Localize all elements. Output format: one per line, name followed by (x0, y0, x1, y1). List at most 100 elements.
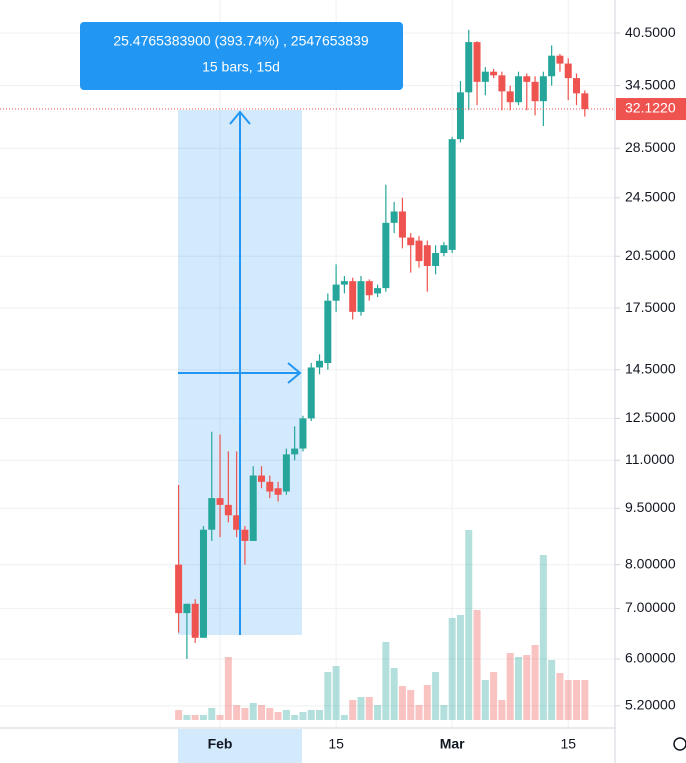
volume-bar (531, 645, 539, 720)
candle-body (473, 42, 481, 82)
candle-body (316, 360, 324, 368)
y-tick-label: 17.5000 (625, 299, 676, 315)
volume-bar (249, 703, 257, 720)
y-tick-label: 9.50000 (625, 499, 676, 515)
candle-body (498, 75, 506, 92)
y-tick-label: 8.00000 (625, 555, 676, 571)
volume-bar (224, 657, 232, 720)
candle-body (191, 603, 199, 638)
volume-bar (199, 715, 207, 720)
volume-bar (415, 705, 423, 720)
candle-body (465, 42, 473, 93)
volume-bar (349, 700, 357, 720)
x-tick-label: 15 (328, 736, 344, 752)
candle-body (274, 488, 282, 495)
volume-bar (398, 686, 406, 720)
candle-body (199, 529, 207, 638)
y-tick-label: 6.00000 (625, 650, 676, 666)
last-price-label: 32.1220 (625, 100, 676, 116)
volume-bar (208, 708, 216, 720)
volume-bar (440, 705, 448, 720)
candle-body (183, 603, 191, 614)
candle-body (432, 253, 440, 266)
arrow-head (287, 362, 302, 384)
volume-bar (573, 680, 581, 720)
candle-body (332, 284, 340, 301)
candle-body (506, 91, 514, 103)
volume-bar (291, 715, 299, 720)
candle-body (382, 222, 390, 289)
volume-bar (274, 712, 282, 720)
candle-body (573, 78, 581, 94)
volume-bar (175, 710, 183, 720)
last-price-box (616, 98, 686, 121)
x-tick-label: Feb (208, 736, 233, 752)
volume-bar (514, 657, 522, 720)
volume-bar (332, 666, 340, 720)
measure-text: 15 bars, 15d (202, 59, 280, 75)
candle-body (448, 139, 456, 250)
volume-bar (191, 715, 199, 720)
volume-bar (407, 690, 415, 720)
candle-body (282, 454, 290, 492)
volume-bar (490, 672, 498, 720)
candle-body (224, 504, 232, 516)
volume-bar (448, 618, 456, 720)
candle-body (349, 281, 357, 312)
volume-bar (216, 715, 224, 720)
y-tick-label: 24.5000 (625, 189, 676, 205)
candle-body (208, 498, 216, 530)
candle-body (398, 211, 406, 238)
measure-tooltip (80, 22, 403, 90)
volume-bar (581, 680, 589, 720)
candle-body (216, 498, 224, 505)
y-tick-label: 20.5000 (625, 247, 676, 263)
volume-bar (316, 710, 324, 720)
volume-bar (382, 642, 390, 720)
candle-body (407, 237, 415, 246)
candle-body (423, 245, 431, 266)
volume-bar (481, 680, 489, 720)
candle-body (390, 211, 398, 223)
candle-body (548, 55, 556, 77)
volume-bar (324, 672, 332, 720)
volume-bar (465, 530, 473, 720)
candle-body (523, 76, 531, 82)
candle-body (415, 240, 423, 262)
measure-text: 25.4765383900 (393.74%) , 2547653839 (113, 33, 369, 49)
candle-body (324, 300, 332, 364)
volume-bar (299, 712, 307, 720)
candle-layer (175, 29, 589, 659)
x-tick-label: 15 (560, 736, 576, 752)
y-tick-label: 28.5000 (625, 139, 676, 155)
candle-body (258, 475, 265, 482)
measure-arrows (178, 110, 302, 635)
candle-body (233, 515, 241, 530)
candle-body (266, 481, 274, 492)
grid (0, 0, 615, 728)
time-range-highlight (178, 729, 302, 763)
volume-bar (523, 655, 531, 720)
settings-icon[interactable] (673, 737, 686, 751)
volume-bar (556, 673, 564, 720)
volume-bar (241, 708, 249, 720)
volume-bar (390, 668, 398, 720)
volume-bar (423, 685, 431, 720)
arrow-head (229, 110, 251, 125)
y-tick-label: 11.0000 (625, 451, 675, 467)
volume-bar (258, 705, 265, 720)
volume-bar (539, 555, 547, 720)
candle-body (531, 81, 539, 102)
candle-body (556, 55, 564, 64)
volume-bar (282, 710, 290, 720)
candle-body (514, 76, 522, 103)
volume-bar (307, 710, 315, 720)
candle-body (299, 418, 307, 449)
candle-body (175, 564, 183, 614)
candle-body (564, 63, 572, 79)
candle-body (490, 71, 498, 76)
candle-body (357, 281, 365, 312)
volume-bar (374, 705, 382, 720)
volume-bar (564, 680, 572, 720)
